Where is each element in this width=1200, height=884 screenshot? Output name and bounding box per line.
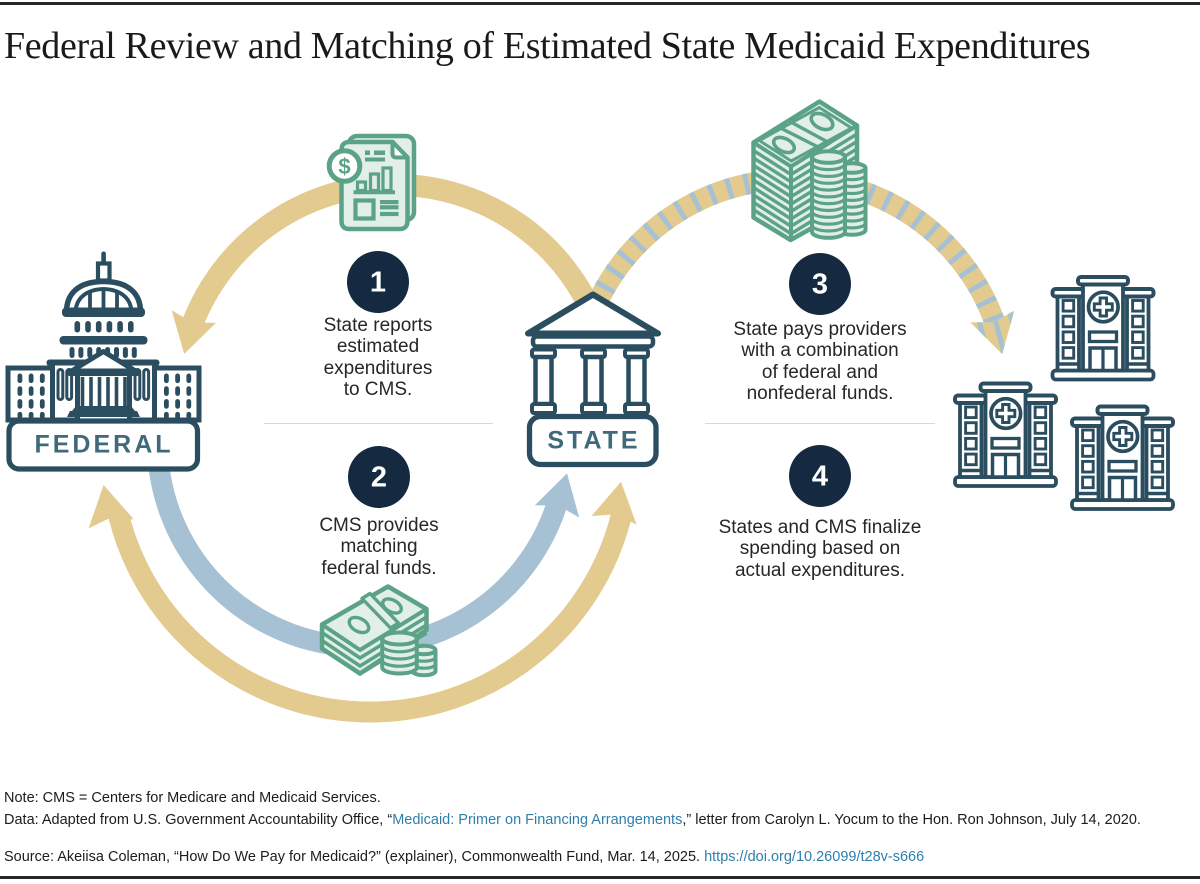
svg-text:2: 2 xyxy=(371,462,387,494)
svg-text:STATE: STATE xyxy=(547,427,640,455)
svg-text:3: 3 xyxy=(812,269,828,301)
svg-text:$: $ xyxy=(338,154,350,179)
svg-text:FEDERAL: FEDERAL xyxy=(34,431,173,459)
svg-text:4: 4 xyxy=(812,461,828,493)
svg-text:1: 1 xyxy=(370,267,386,299)
